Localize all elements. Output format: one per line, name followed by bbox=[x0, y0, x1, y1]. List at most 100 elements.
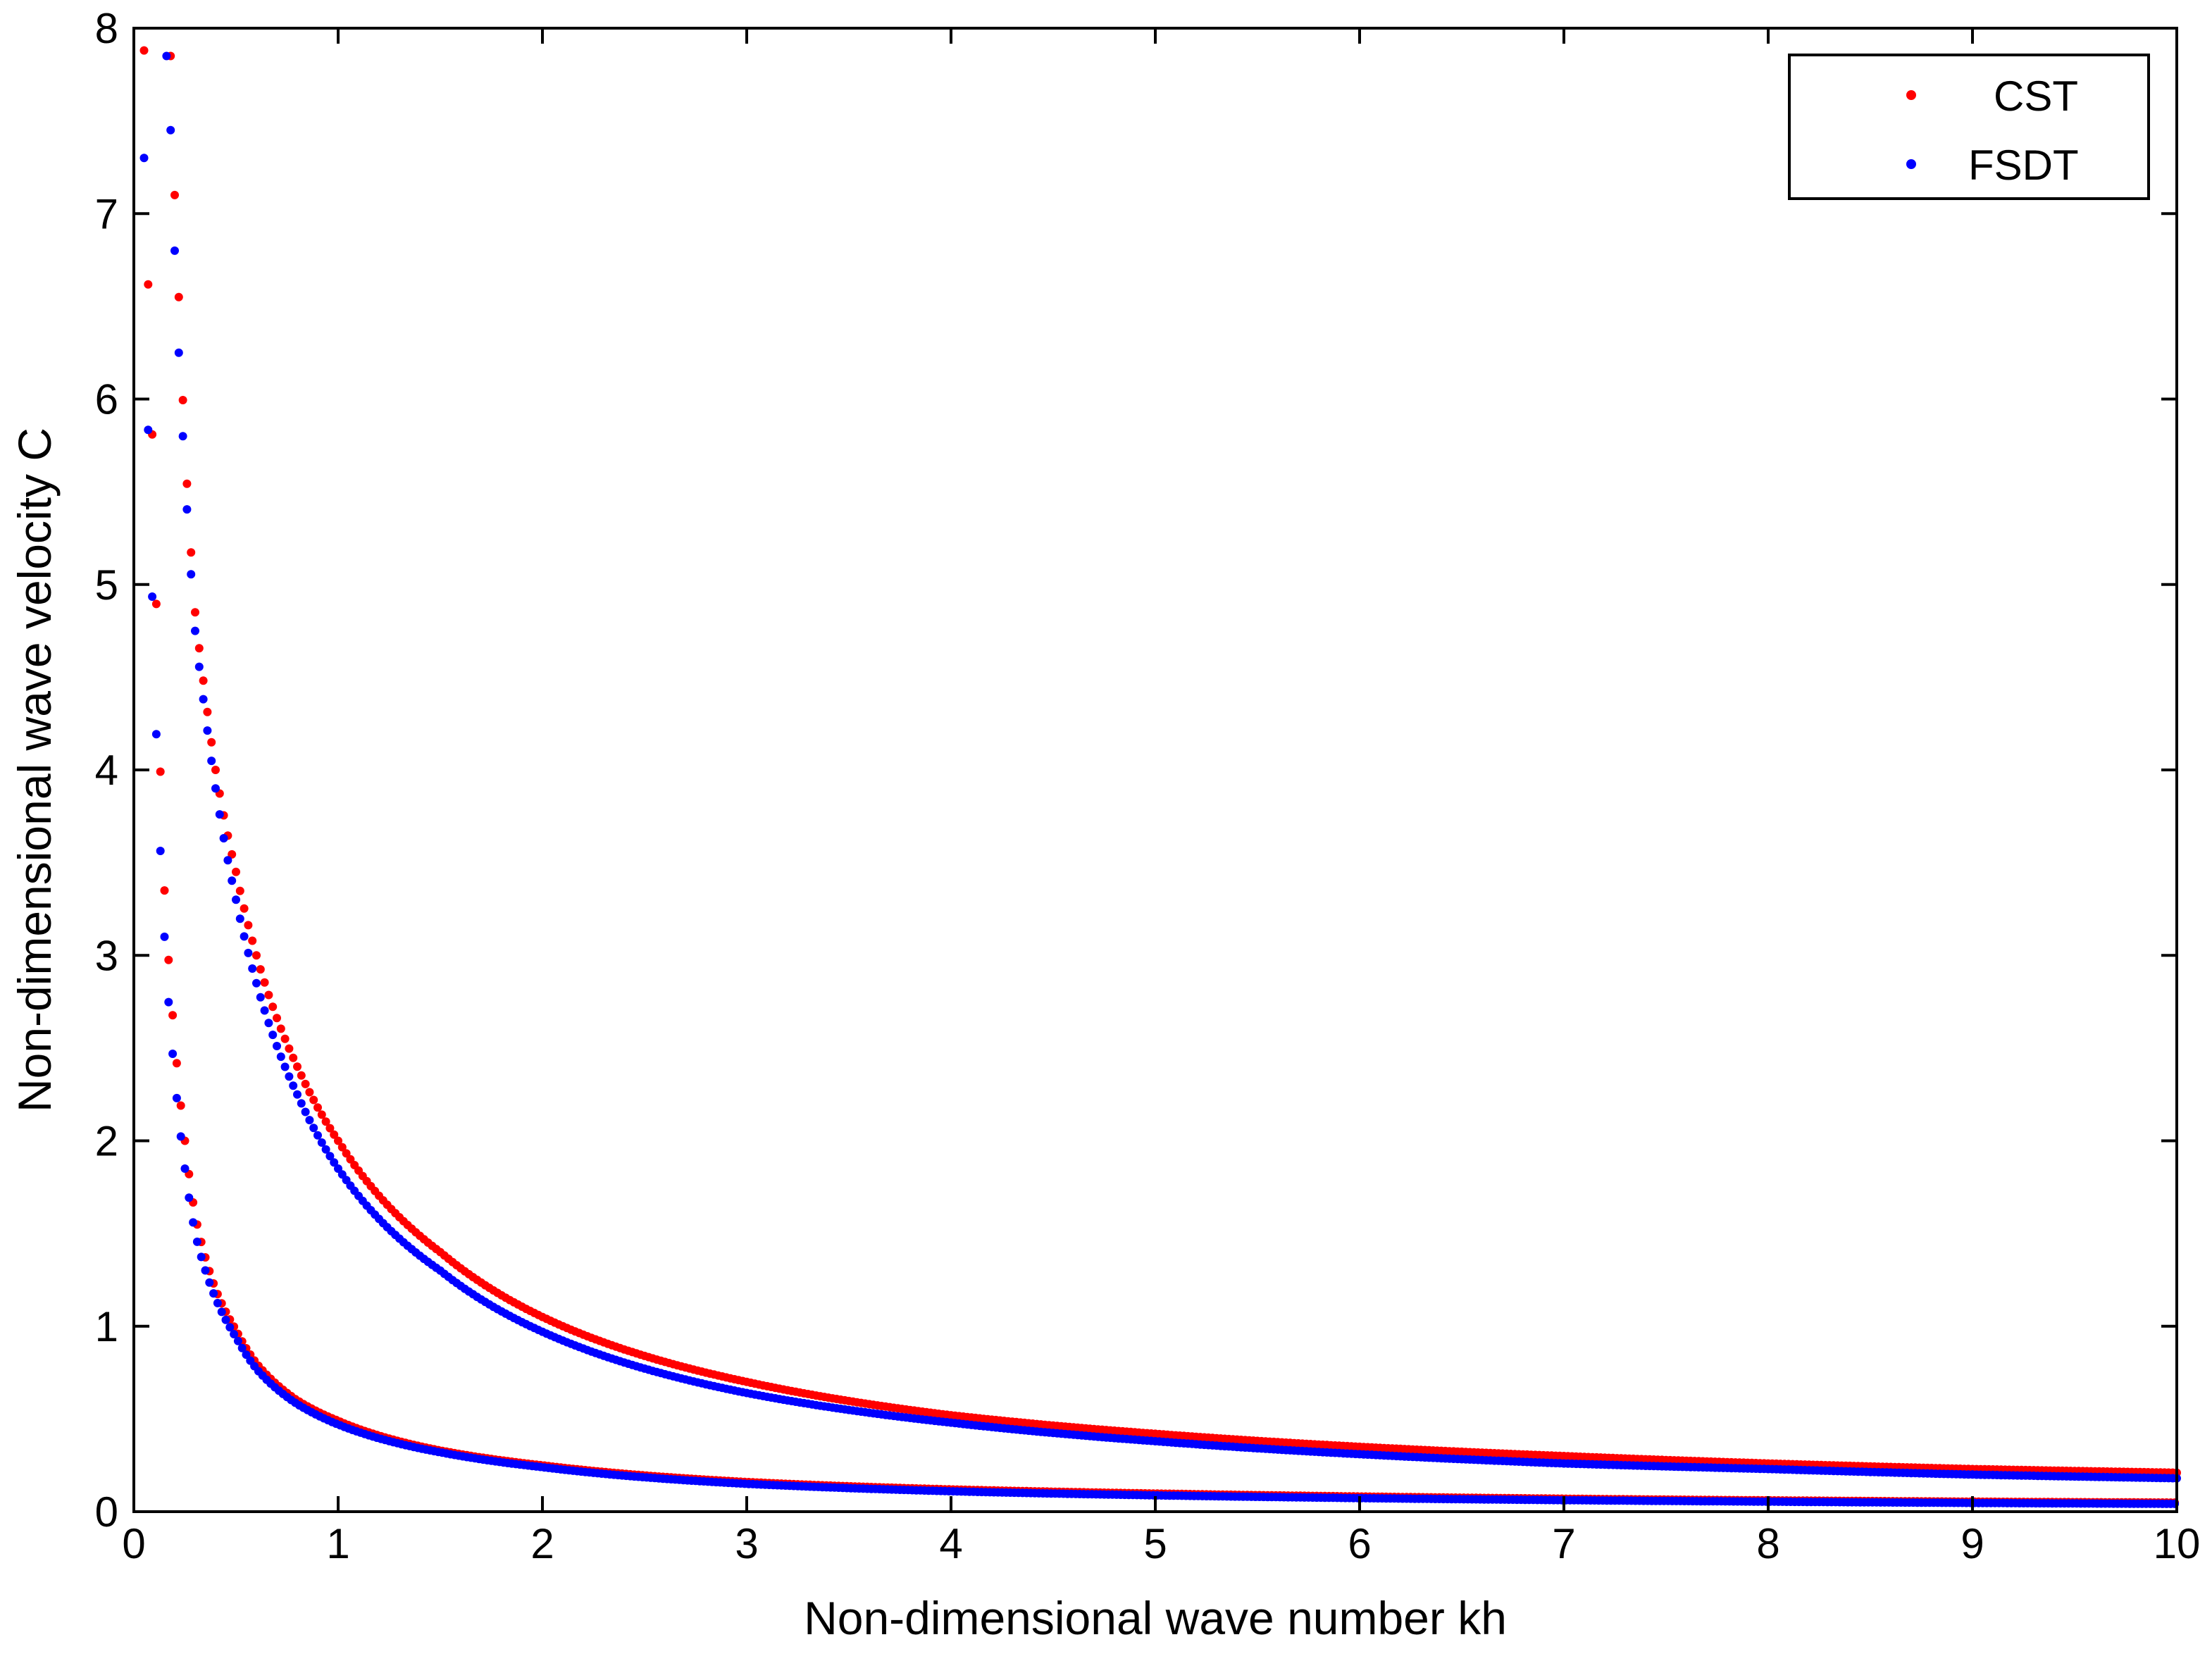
legend-box bbox=[1788, 54, 2150, 200]
data-point-fsdt bbox=[197, 1252, 206, 1262]
y-tick-label: 2 bbox=[95, 1118, 118, 1165]
data-point-fsdt bbox=[203, 726, 212, 735]
data-point-cst bbox=[273, 1014, 281, 1023]
data-point-fsdt bbox=[264, 1019, 273, 1028]
data-point-cst bbox=[160, 886, 169, 895]
legend-marker-fsdt bbox=[1906, 159, 1916, 169]
data-point-cst bbox=[211, 766, 220, 774]
x-tick-label: 8 bbox=[1756, 1520, 1779, 1567]
data-point-cst bbox=[342, 1149, 351, 1158]
x-tick-label: 10 bbox=[2154, 1520, 2201, 1567]
data-point-fsdt bbox=[191, 626, 199, 635]
y-tick-label: 6 bbox=[95, 376, 118, 423]
data-point-fsdt bbox=[230, 1330, 239, 1338]
data-point-fsdt bbox=[223, 856, 232, 865]
data-point-fsdt bbox=[293, 1090, 302, 1099]
data-point-cst bbox=[194, 644, 204, 653]
data-point-fsdt bbox=[225, 1323, 235, 1332]
y-axis-label: Non-dimensional wave velocity C bbox=[8, 428, 61, 1112]
y-tick-label: 5 bbox=[95, 561, 118, 609]
data-point-fsdt bbox=[148, 592, 157, 601]
data-point-cst bbox=[252, 951, 261, 960]
data-point-cst bbox=[228, 850, 237, 859]
data-point-fsdt bbox=[205, 1278, 214, 1287]
series-fsdt bbox=[139, 51, 2181, 1508]
data-point-fsdt bbox=[256, 993, 265, 1002]
data-point-cst bbox=[297, 1071, 306, 1080]
data-point-cst bbox=[289, 1053, 298, 1062]
data-point-cst bbox=[309, 1095, 318, 1105]
data-point-fsdt bbox=[232, 895, 240, 904]
legend-marker-cst bbox=[1906, 90, 1916, 100]
x-tick-label: 0 bbox=[122, 1520, 145, 1567]
data-point-cst bbox=[264, 990, 273, 1000]
data-point-cst bbox=[240, 904, 249, 913]
x-tick-label: 7 bbox=[1552, 1520, 1575, 1567]
data-point-cst bbox=[174, 292, 183, 301]
data-point-cst bbox=[182, 479, 192, 488]
data-point-cst bbox=[235, 886, 244, 895]
y-tick-label: 8 bbox=[95, 5, 118, 52]
data-point-cst bbox=[191, 608, 199, 617]
data-point-fsdt bbox=[321, 1145, 330, 1154]
data-point-fsdt bbox=[189, 1218, 198, 1227]
data-point-cst bbox=[139, 46, 149, 55]
data-point-cst bbox=[276, 1024, 285, 1033]
data-point-fsdt bbox=[180, 1164, 189, 1173]
data-point-fsdt bbox=[235, 914, 244, 923]
data-point-fsdt bbox=[217, 1307, 226, 1317]
legend-label-fsdt: FSDT bbox=[1968, 142, 2079, 189]
data-point-cst bbox=[168, 1011, 178, 1020]
data-point-fsdt bbox=[297, 1099, 306, 1108]
data-point-fsdt bbox=[170, 246, 179, 255]
legend-label-cst: CST bbox=[1994, 73, 2078, 120]
data-point-fsdt bbox=[213, 1298, 222, 1307]
data-point-cst bbox=[305, 1088, 314, 1097]
data-point-cst bbox=[170, 190, 179, 199]
data-point-cst bbox=[268, 1002, 278, 1012]
data-point-fsdt bbox=[164, 997, 173, 1007]
data-point-fsdt bbox=[305, 1116, 314, 1125]
y-tick-label: 4 bbox=[95, 747, 118, 794]
data-point-fsdt bbox=[176, 1132, 185, 1141]
data-point-fsdt bbox=[268, 1031, 278, 1040]
data-point-cst bbox=[164, 955, 173, 964]
data-point-fsdt bbox=[160, 932, 169, 941]
data-point-fsdt bbox=[233, 1336, 242, 1345]
data-point-cst bbox=[321, 1117, 330, 1126]
data-point-fsdt bbox=[174, 348, 183, 357]
data-point-fsdt bbox=[144, 425, 153, 435]
data-point-fsdt bbox=[211, 784, 220, 793]
data-point-fsdt bbox=[285, 1072, 294, 1081]
data-point-fsdt bbox=[168, 1050, 178, 1058]
data-point-fsdt bbox=[166, 125, 175, 135]
y-tick-label: 7 bbox=[95, 190, 118, 237]
x-tick-label: 1 bbox=[326, 1520, 349, 1567]
data-point-fsdt bbox=[139, 154, 149, 163]
data-point-fsdt bbox=[194, 662, 204, 671]
data-point-cst bbox=[280, 1034, 290, 1043]
data-point-cst bbox=[178, 396, 187, 404]
data-point-fsdt bbox=[221, 1315, 230, 1324]
data-point-fsdt bbox=[289, 1081, 298, 1090]
x-axis-label: Non-dimensional wave number kh bbox=[804, 1592, 1507, 1644]
data-point-fsdt bbox=[199, 695, 208, 704]
data-point-cst bbox=[325, 1124, 335, 1133]
data-point-cst bbox=[151, 599, 161, 609]
data-point-cst bbox=[330, 1130, 339, 1139]
data-point-fsdt bbox=[207, 757, 216, 766]
data-point-cst bbox=[244, 921, 253, 930]
data-point-fsdt bbox=[273, 1042, 281, 1050]
data-point-fsdt bbox=[325, 1152, 335, 1161]
data-point-fsdt bbox=[209, 1289, 218, 1298]
x-tick-label: 9 bbox=[1961, 1520, 1984, 1567]
tick-labels: 0 1 2 3 4 5 6 7 8 9 10 0 1 2 3 4 5 6 7 8 bbox=[95, 5, 2201, 1567]
data-point-fsdt bbox=[172, 1093, 181, 1102]
data-point-fsdt bbox=[237, 1343, 247, 1352]
data-point-cst bbox=[285, 1044, 294, 1053]
x-tick-label: 2 bbox=[530, 1520, 554, 1567]
data-point-fsdt bbox=[162, 51, 171, 61]
data-point-fsdt bbox=[309, 1124, 318, 1133]
